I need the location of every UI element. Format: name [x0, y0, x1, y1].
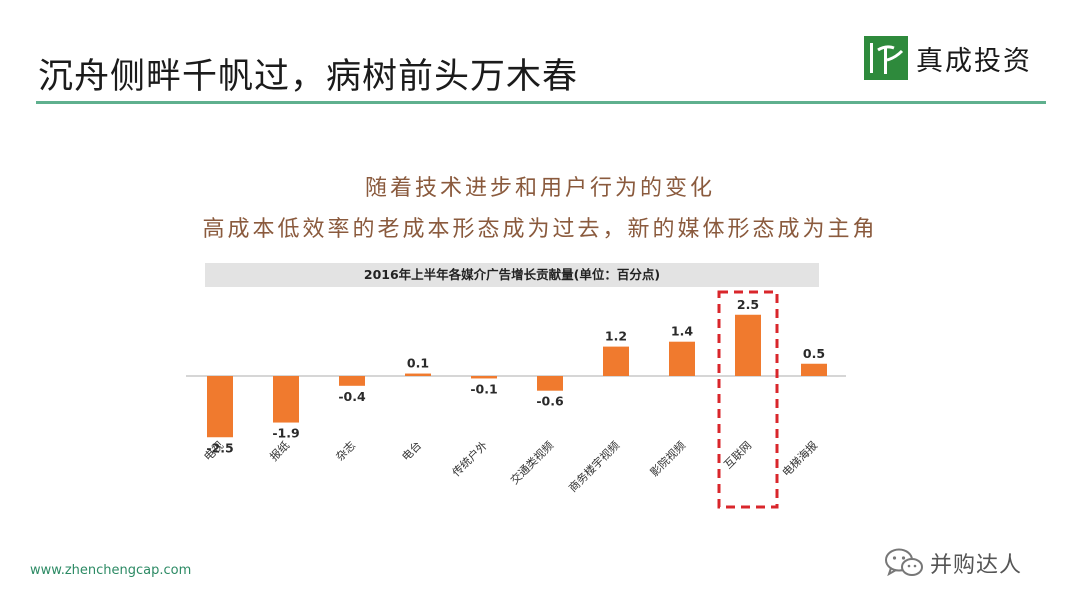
chart-category-label: 影院视频	[647, 438, 688, 479]
bar-chart: -2.5电视-1.9报纸-0.4杂志0.1电台-0.1传统户外-0.6交通类视频…	[186, 290, 846, 509]
chart-value-label: 1.2	[605, 329, 627, 344]
chart-value-label: -2.5	[206, 440, 233, 455]
chart-category-label: 互联网	[722, 439, 755, 472]
chart-bar	[801, 363, 827, 376]
chart-bar	[669, 341, 695, 376]
title-divider	[36, 101, 1046, 104]
chart-bar	[603, 346, 629, 376]
watermark-text: 并购达人	[930, 553, 1023, 578]
chart-bar	[735, 314, 761, 376]
chart-value-label: 1.4	[671, 324, 693, 339]
chart-value-label: -0.6	[536, 394, 564, 409]
chart-bar	[207, 376, 233, 438]
chart-title-bar: 2016年上半年各媒介广告增长贡献量(单位：百分点)	[205, 263, 819, 287]
highlight-box	[717, 290, 779, 509]
chart-category-label: 电梯海报	[779, 438, 820, 479]
brand-name: 真成投资	[916, 45, 1032, 77]
wechat-icon	[885, 548, 923, 577]
brand: 真成投资	[864, 36, 1032, 80]
chart-value-label: 0.1	[407, 356, 429, 371]
chart-category-label: 传统户外	[449, 438, 490, 479]
chart-title: 2016年上半年各媒介广告增长贡献量(单位：百分点)	[363, 267, 661, 282]
chart-bar	[405, 373, 431, 376]
chart-bar	[471, 376, 497, 379]
brand-logo-icon	[864, 36, 908, 80]
chart-category-label: 杂志	[333, 439, 358, 464]
chart-value-label: -1.9	[272, 426, 299, 441]
watermark: 并购达人	[884, 546, 1022, 580]
page-title: 沉舟侧畔千帆过，病树前头万木春	[38, 57, 579, 97]
chart-value-label: -0.1	[470, 381, 497, 396]
chart-value-label: 2.5	[737, 297, 759, 312]
chart-category-label: 商务楼宇视频	[566, 438, 623, 495]
chart-value-label: -0.4	[338, 389, 366, 404]
chart-category-label: 交通类视频	[507, 438, 556, 487]
subtitle-line-1: 随着技术进步和用户行为的变化	[364, 176, 715, 201]
chart-bar	[273, 376, 299, 423]
chart-category-label: 报纸	[267, 438, 292, 463]
chart-bar	[339, 376, 365, 386]
chart-category-label: 电台	[399, 438, 424, 463]
chart-bar	[537, 376, 563, 391]
footer-url[interactable]: www.zhenchengcap.com	[30, 563, 192, 578]
subtitle-line-2: 高成本低效率的老成本形态成为过去，新的媒体形态成为主角	[202, 217, 878, 242]
chart-value-label: 0.5	[803, 346, 825, 361]
